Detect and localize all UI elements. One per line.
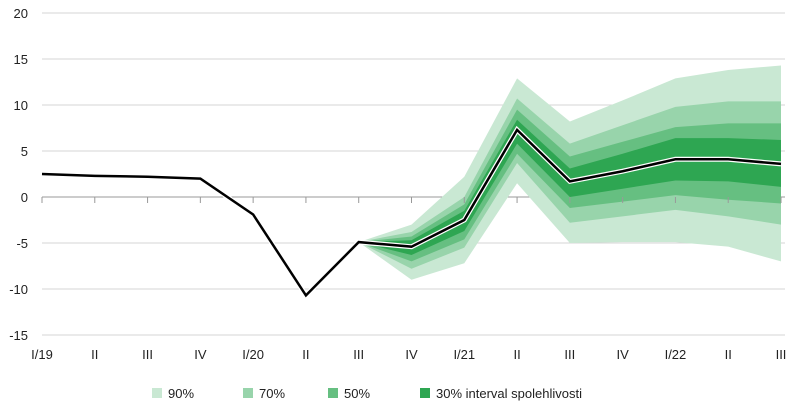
y-tick-label: 20 — [14, 6, 28, 21]
x-tick-label: III — [353, 347, 364, 362]
x-tick-label: II — [302, 347, 309, 362]
legend-label: 70% — [259, 386, 285, 401]
x-tick-label: III — [564, 347, 575, 362]
y-tick-labels: 20 15 10 5 0 -5 -10 -15 — [9, 6, 28, 343]
x-tick-label: II — [725, 347, 732, 362]
x-tick-label: III — [776, 347, 787, 362]
y-tick-label: -15 — [9, 328, 28, 343]
x-tick-label: I/20 — [242, 347, 264, 362]
legend-swatch — [152, 388, 162, 398]
y-tick-label: 15 — [14, 52, 28, 67]
y-tick-label: 5 — [21, 144, 28, 159]
x-tick-label: IV — [405, 347, 418, 362]
x-tick-label: IV — [194, 347, 207, 362]
y-tick-label: -10 — [9, 282, 28, 297]
y-tick-label: 0 — [21, 190, 28, 205]
x-tick-label: I/21 — [453, 347, 475, 362]
legend-swatch — [420, 388, 430, 398]
x-tick-label: II — [513, 347, 520, 362]
x-tick-label: III — [142, 347, 153, 362]
x-tick-label: I/22 — [665, 347, 687, 362]
x-tick-label: I/19 — [31, 347, 53, 362]
y-tick-label: -5 — [16, 236, 28, 251]
x-tick-label: IV — [616, 347, 629, 362]
x-tick-label: II — [91, 347, 98, 362]
legend-swatch — [328, 388, 338, 398]
projection-line — [41, 125, 782, 300]
x-axis — [41, 197, 782, 203]
confidence-bands — [358, 65, 781, 280]
line-series — [41, 127, 782, 298]
legend: 90% 70% 50% 30% interval spolehlivosti — [152, 386, 582, 401]
legend-swatch — [243, 388, 253, 398]
legend-label: 90% — [168, 386, 194, 401]
x-tick-labels: I/19 II III IV I/20 II III IV I/21 II III IV I/22 II I… — [31, 347, 786, 362]
legend-label: 50% — [344, 386, 370, 401]
y-tick-label: 10 — [14, 98, 28, 113]
legend-label: 30% interval spolehlivosti — [436, 386, 582, 401]
